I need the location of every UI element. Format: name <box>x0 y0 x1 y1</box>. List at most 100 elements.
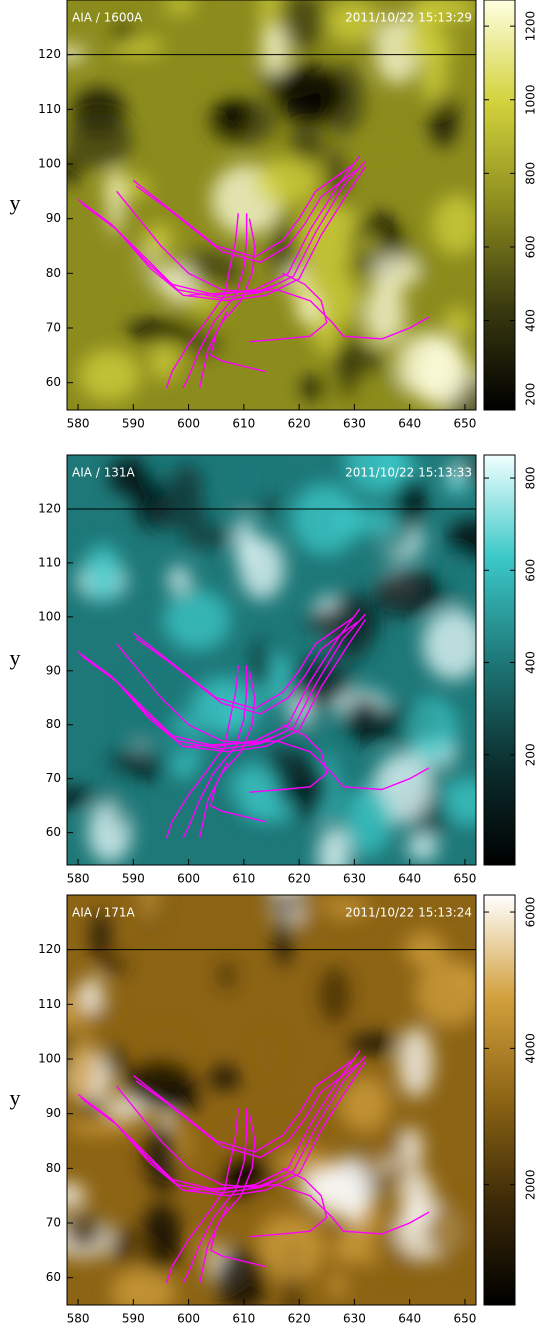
x-tick-label: 630 <box>343 872 366 886</box>
image-blob <box>400 1126 423 1171</box>
field-line <box>135 1063 358 1159</box>
field-line <box>249 272 328 343</box>
field-line <box>83 619 367 753</box>
y-tick-label: 80 <box>46 717 61 731</box>
image-blob <box>302 901 339 944</box>
image-blob <box>67 154 81 185</box>
x-tick-label: 620 <box>288 1312 311 1326</box>
x-tick-label: 650 <box>453 417 476 431</box>
image-blob <box>344 696 385 744</box>
y-tick-label: 100 <box>38 609 61 623</box>
image-blob <box>297 290 321 326</box>
y-tick-label: 110 <box>38 997 61 1011</box>
field-line <box>209 1206 267 1268</box>
image-blob <box>328 1273 347 1297</box>
y-tick-label: 70 <box>46 321 61 335</box>
y-tick-label: 110 <box>38 555 61 569</box>
solar-image <box>67 455 476 865</box>
x-tick-label: 600 <box>177 417 200 431</box>
colorbar <box>483 0 516 411</box>
colorbar-tick-label: 200 <box>524 383 538 406</box>
x-tick-label: 610 <box>232 1312 255 1326</box>
plot-frame <box>66 0 477 411</box>
image-blob <box>205 69 273 89</box>
field-line <box>198 1113 256 1284</box>
image-blob <box>447 552 465 610</box>
x-tick-label: 610 <box>232 872 255 886</box>
image-blob <box>108 458 152 496</box>
x-tick-label: 640 <box>398 1312 421 1326</box>
field-line <box>132 163 355 258</box>
image-blob <box>255 1031 280 1076</box>
y-tick-label: 120 <box>38 501 61 515</box>
y-tick-label: 90 <box>46 1106 61 1120</box>
y-tick-label: 70 <box>46 771 61 785</box>
image-blob <box>83 543 123 603</box>
y-tick-label: 60 <box>46 375 61 389</box>
image-blob <box>123 1058 195 1109</box>
field-line <box>198 218 256 389</box>
x-tick-label: 610 <box>232 417 255 431</box>
image-blob <box>212 1114 252 1162</box>
x-tick-label: 630 <box>343 417 366 431</box>
solar-image <box>67 895 476 1305</box>
colorbar-tick-label: 800 <box>524 467 538 490</box>
field-line <box>188 740 430 791</box>
image-blob <box>105 1044 125 1077</box>
image-blob <box>347 1033 404 1055</box>
y-tick-label: 90 <box>46 663 61 677</box>
image-blob <box>355 1150 387 1172</box>
image-blob <box>214 96 252 137</box>
panel: 580 590 600 610 620 630 640 650 60 70 80 90 100 110 12… <box>10 894 538 1335</box>
image-blob <box>373 569 446 617</box>
colorbar <box>483 894 516 1306</box>
image-blob <box>422 609 476 681</box>
image-blob <box>317 826 351 865</box>
field-line <box>165 213 239 389</box>
image-blob <box>110 1226 139 1263</box>
image-blob <box>143 224 175 253</box>
image-blob <box>325 0 380 44</box>
image-blob <box>274 63 342 126</box>
field-line <box>83 1061 367 1197</box>
field-line <box>209 762 267 823</box>
image-blob <box>397 1027 434 1098</box>
field-line <box>132 616 355 710</box>
image-blob <box>147 1123 179 1193</box>
field-line <box>135 621 358 715</box>
panel-title: AIA / 171A <box>72 906 136 920</box>
image-blob <box>111 762 129 831</box>
y-tick-label: 70 <box>46 1216 61 1230</box>
image-blob <box>98 955 129 975</box>
image-blob <box>364 281 406 346</box>
image-blob <box>111 22 134 44</box>
panel-title: AIA / 1600A <box>72 11 143 25</box>
y-tick-label: 100 <box>38 157 61 171</box>
image-blob <box>107 167 124 235</box>
field-line <box>165 665 239 839</box>
image-blob <box>124 675 173 734</box>
x-tick-label: 580 <box>67 872 90 886</box>
x-tick-label: 650 <box>453 872 476 886</box>
x-tick-label: 620 <box>288 872 311 886</box>
image-blob <box>426 1198 476 1265</box>
image-blob <box>410 0 476 22</box>
y-axis-label: y <box>10 1085 21 1110</box>
field-line <box>249 724 328 793</box>
image-blob <box>110 1268 176 1305</box>
image-blob <box>396 474 426 528</box>
field-line <box>135 168 358 264</box>
image-blob <box>261 25 289 75</box>
image-blob <box>304 679 346 697</box>
image-blob <box>218 961 235 990</box>
image-blob <box>379 455 402 485</box>
y-tick-label: 60 <box>46 825 61 839</box>
colorbar-tick-label: 4000 <box>524 1033 538 1064</box>
image-blob <box>399 1170 434 1225</box>
plot-frame <box>66 454 477 866</box>
image-blob <box>343 785 393 856</box>
image-blob <box>67 1182 87 1209</box>
field-line <box>188 288 430 340</box>
image-blob <box>67 1032 96 1102</box>
